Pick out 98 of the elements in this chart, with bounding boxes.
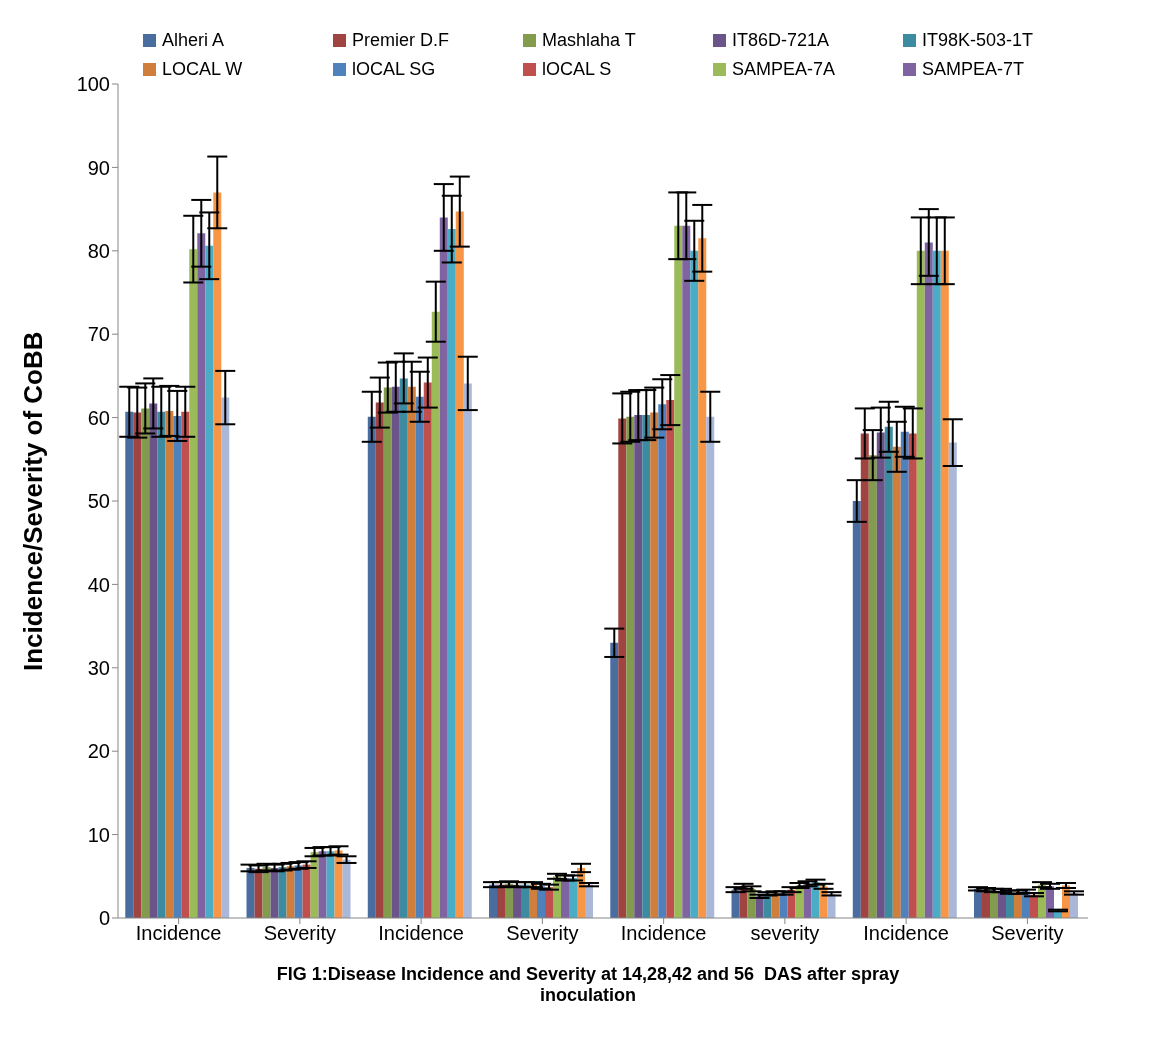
- bar: [165, 410, 174, 918]
- bar: [561, 877, 570, 918]
- bar: [852, 501, 861, 918]
- bar: [189, 249, 198, 918]
- bar: [463, 383, 472, 918]
- y-tick-label: 70: [87, 323, 110, 346]
- bar: [270, 867, 279, 918]
- legend-label: SAMPEA-7A: [732, 59, 836, 80]
- bar: [932, 250, 941, 918]
- bar: [141, 408, 150, 918]
- bar: [666, 400, 675, 918]
- bar: [868, 455, 877, 918]
- bar: [948, 442, 957, 918]
- bar: [447, 229, 456, 918]
- bar: [334, 850, 343, 918]
- bar: [213, 192, 222, 918]
- bar: [423, 382, 432, 918]
- bar: [294, 865, 303, 918]
- bar: [626, 416, 635, 918]
- bar: [246, 867, 255, 918]
- bar: [690, 250, 699, 918]
- bar: [610, 642, 619, 918]
- bar: [682, 225, 691, 918]
- bar: [383, 387, 392, 918]
- bar: [908, 433, 917, 918]
- bar: [642, 415, 651, 918]
- bar: [278, 867, 287, 918]
- bar: [860, 433, 869, 918]
- bar: [924, 242, 933, 918]
- x-tick-label: Severity: [506, 922, 579, 945]
- bar: [884, 426, 893, 918]
- bar: [415, 396, 424, 918]
- x-tick-label: Incidence: [620, 922, 707, 945]
- x-tick-label: Severity: [263, 922, 336, 945]
- bar: [706, 416, 715, 918]
- bar: [618, 418, 627, 918]
- bar: [431, 311, 440, 918]
- x-tick-label: Incidence: [135, 922, 222, 945]
- legend-label: Premier D.F: [352, 30, 450, 51]
- bar: [876, 432, 885, 918]
- legend-label: Mashlaha T: [542, 30, 636, 51]
- legend-label: IT98K-503-1T: [922, 30, 1034, 51]
- bar: [302, 864, 311, 918]
- y-tick-label: 100: [76, 73, 110, 96]
- bar: [650, 412, 659, 918]
- bar: [254, 868, 263, 918]
- bar: [455, 211, 464, 918]
- x-tick-label: Severity: [991, 922, 1064, 945]
- x-tick-label: Incidence: [863, 922, 949, 945]
- legend-label: Alheri A: [162, 30, 225, 51]
- bar: [634, 415, 643, 918]
- y-tick-label: 60: [87, 406, 110, 429]
- legend-label: lOCAL S: [542, 59, 612, 80]
- x-axis-title: FIG 1:Disease Incidence and Severity at 14,28,42 and 56 DAS after spray inoculation: [275, 964, 901, 1006]
- bar: [569, 877, 578, 918]
- bar: [674, 225, 683, 918]
- y-tick-label: 40: [87, 573, 110, 596]
- bar: [133, 412, 142, 918]
- bar: [658, 404, 667, 918]
- bar: [173, 415, 182, 918]
- bar: [342, 859, 351, 918]
- x-tick-label: Incidence: [378, 922, 464, 945]
- bar: [286, 866, 295, 918]
- y-tick-label: 20: [87, 740, 110, 763]
- legend-label: SAMPEA-7T: [922, 59, 1025, 80]
- bar: [125, 411, 134, 918]
- bar: [439, 217, 448, 918]
- bar: [940, 250, 949, 918]
- bar: [326, 851, 335, 918]
- y-tick-label: 30: [87, 656, 110, 679]
- legend-label: IT86D-721A: [732, 30, 830, 51]
- bar: [407, 386, 416, 918]
- y-tick-label: 50: [87, 490, 110, 513]
- bar: [157, 411, 166, 918]
- bar: [367, 416, 376, 918]
- y-tick-label: 0: [98, 907, 110, 930]
- legend-label: lOCAL SG: [352, 59, 436, 80]
- bar: [149, 403, 158, 918]
- bar: [221, 397, 230, 918]
- bar: [391, 386, 400, 918]
- bar: [181, 411, 190, 918]
- bar: [205, 245, 214, 918]
- bar: [892, 446, 901, 918]
- y-tick-label: 10: [87, 823, 110, 846]
- y-tick-label: 90: [87, 156, 110, 179]
- bar: [585, 884, 594, 918]
- bar: [197, 233, 206, 918]
- bar: [375, 402, 384, 918]
- bar: [262, 867, 271, 918]
- x-tick-label: severity: [750, 922, 820, 945]
- y-axis-title: Incidence/Severity of CoBB: [18, 331, 49, 671]
- bar: [318, 851, 327, 918]
- bar: [698, 238, 707, 918]
- legend-label: LOCAL W: [162, 59, 243, 80]
- y-tick-label: 80: [87, 239, 110, 262]
- bar: [916, 250, 925, 918]
- bar: [399, 378, 408, 918]
- bar: [900, 431, 909, 918]
